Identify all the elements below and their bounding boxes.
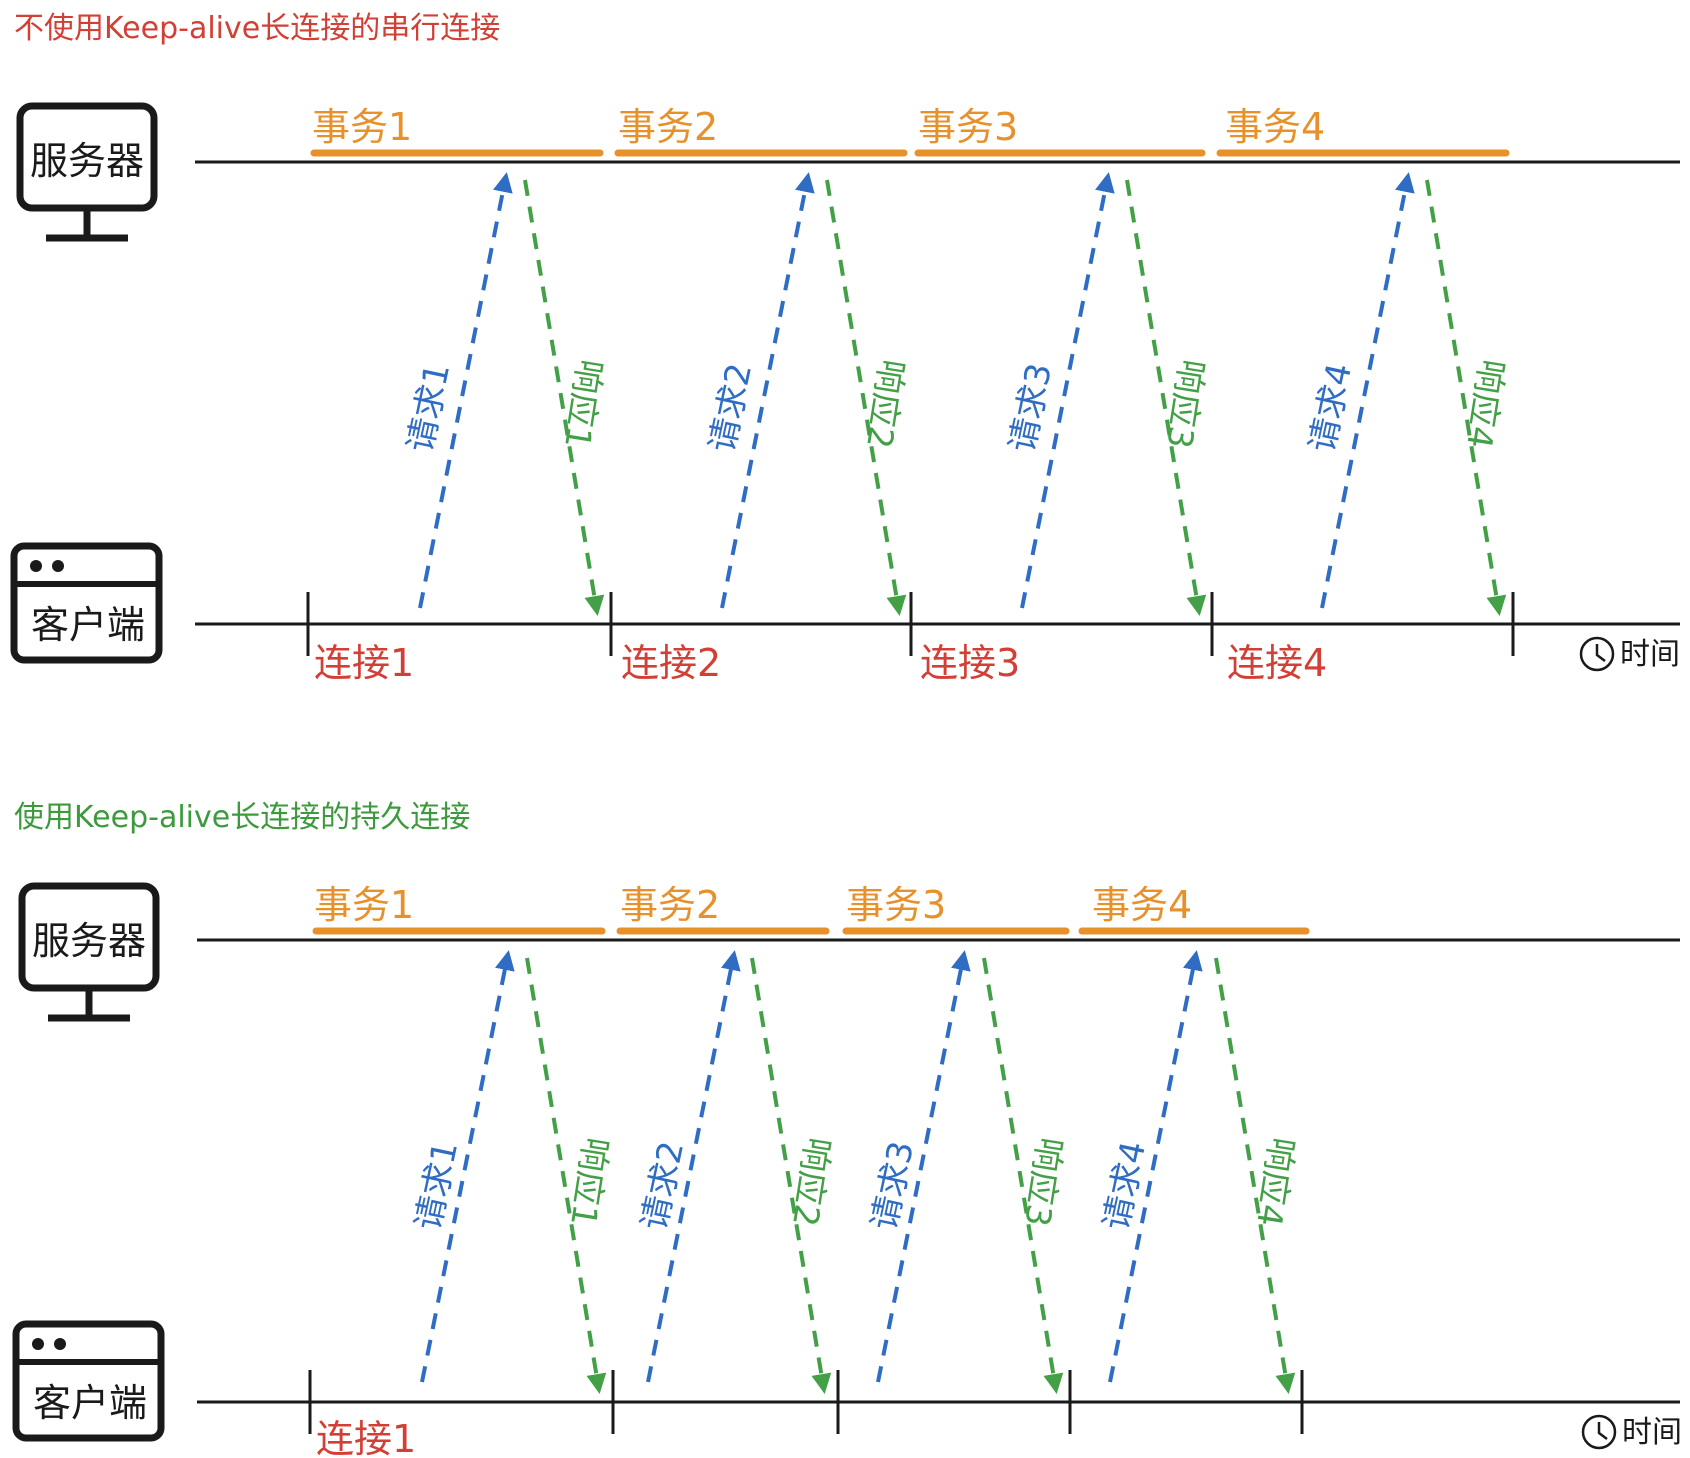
transaction-label: 事务4 bbox=[1092, 883, 1192, 927]
request-label: 请求2 bbox=[634, 1138, 692, 1234]
request-arrow bbox=[418, 172, 513, 609]
request-label: 请求1 bbox=[400, 360, 458, 456]
panel-serial: 不使用Keep-alive长连接的串行连接 服务器 客户端 事务1 事务2 事 bbox=[10, 11, 1680, 685]
response-arrow bbox=[525, 957, 607, 1394]
transaction-label: 事务2 bbox=[620, 883, 720, 927]
connection-ticks bbox=[306, 592, 1515, 656]
request-label: 请求4 bbox=[1302, 360, 1360, 456]
panel-keepalive: 使用Keep-alive长连接的持久连接 服务器 客户端 事务1 事务2 事务3… bbox=[12, 800, 1682, 1458]
request-arrow bbox=[876, 950, 971, 1383]
server-monitor-icon: 服务器 bbox=[16, 102, 158, 242]
response-label: 响应3 bbox=[1158, 356, 1212, 451]
time-label: 时间 bbox=[1620, 637, 1680, 672]
response-arrows bbox=[523, 179, 1507, 616]
response-arrow bbox=[825, 179, 907, 616]
response-arrow bbox=[523, 179, 605, 616]
response-label: 响应2 bbox=[784, 1134, 838, 1229]
panel-title: 使用Keep-alive长连接的持久连接 bbox=[14, 800, 470, 835]
connection-label: 连接3 bbox=[920, 641, 1020, 685]
response-label: 响应4 bbox=[1458, 356, 1512, 451]
request-arrow bbox=[420, 950, 515, 1383]
client-browser-icon: 客户端 bbox=[12, 1320, 165, 1442]
time-label: 时间 bbox=[1622, 1415, 1682, 1450]
response-arrow bbox=[1425, 179, 1507, 616]
server-label: 服务器 bbox=[30, 139, 144, 183]
client-label: 客户端 bbox=[33, 1381, 147, 1425]
connection-ticks bbox=[308, 1370, 1304, 1434]
connection-label: 连接4 bbox=[1227, 641, 1327, 685]
request-arrows bbox=[420, 950, 1203, 1383]
request-arrow bbox=[720, 172, 815, 609]
panel-title: 不使用Keep-alive长连接的串行连接 bbox=[14, 11, 500, 46]
connection-label: 连接2 bbox=[621, 641, 721, 685]
request-label: 请求1 bbox=[408, 1138, 466, 1234]
clock-icon bbox=[1579, 636, 1615, 672]
transaction-label: 事务3 bbox=[846, 883, 946, 927]
response-arrow bbox=[1214, 957, 1296, 1394]
request-arrow bbox=[646, 950, 741, 1383]
request-label: 请求2 bbox=[702, 360, 760, 456]
transaction-label: 事务4 bbox=[1225, 105, 1325, 149]
request-arrows bbox=[418, 172, 1415, 609]
response-label: 响应1 bbox=[562, 1134, 616, 1229]
response-label: 响应2 bbox=[858, 356, 912, 451]
connections: 连接1 连接2 连接3 连接4 bbox=[314, 641, 1327, 685]
response-label: 响应1 bbox=[556, 356, 610, 451]
server-monitor-icon: 服务器 bbox=[18, 882, 160, 1022]
response-arrow bbox=[982, 957, 1064, 1394]
response-arrow bbox=[750, 957, 832, 1394]
response-label: 响应4 bbox=[1248, 1134, 1302, 1229]
request-label: 请求3 bbox=[1002, 360, 1060, 456]
client-browser-icon: 客户端 bbox=[10, 542, 163, 664]
request-arrow bbox=[1108, 950, 1203, 1383]
connection-label: 连接1 bbox=[314, 641, 414, 685]
transactions: 事务1 事务2 事务3 事务4 bbox=[312, 883, 1310, 935]
connection-label: 连接1 bbox=[316, 1417, 416, 1458]
client-label: 客户端 bbox=[31, 603, 145, 647]
response-arrow bbox=[1125, 179, 1207, 616]
request-arrow bbox=[1020, 172, 1115, 609]
transactions: 事务1 事务2 事务3 事务4 bbox=[310, 105, 1510, 157]
request-label: 请求3 bbox=[864, 1138, 922, 1234]
request-arrow bbox=[1320, 172, 1415, 609]
server-label: 服务器 bbox=[32, 919, 146, 963]
response-label: 响应3 bbox=[1016, 1134, 1070, 1229]
transaction-label: 事务2 bbox=[618, 105, 718, 149]
transaction-label: 事务3 bbox=[918, 105, 1018, 149]
transaction-label: 事务1 bbox=[314, 883, 414, 927]
clock-icon bbox=[1581, 1414, 1617, 1450]
request-label: 请求4 bbox=[1096, 1138, 1154, 1234]
response-arrows bbox=[525, 957, 1296, 1394]
transaction-label: 事务1 bbox=[312, 105, 412, 149]
